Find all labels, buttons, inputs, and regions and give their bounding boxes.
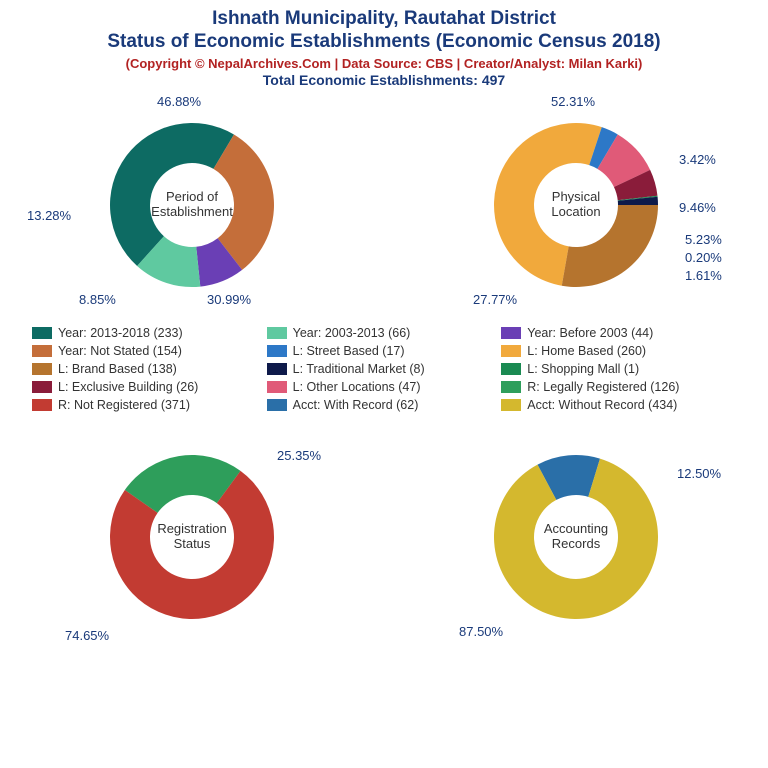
- location-slice: [562, 205, 658, 287]
- chart-period: Period ofEstablishment46.88%30.99%8.85%1…: [17, 90, 367, 320]
- legend-item: L: Home Based (260): [501, 342, 736, 360]
- legend-swatch: [501, 327, 521, 339]
- charts-row-top: Period ofEstablishment46.88%30.99%8.85%1…: [0, 90, 768, 320]
- legend-item: L: Shopping Mall (1): [501, 360, 736, 378]
- location-pct-label: 0.20%: [685, 250, 722, 265]
- legend-text: L: Other Locations (47): [293, 380, 421, 394]
- legend-text: L: Shopping Mall (1): [527, 362, 639, 376]
- location-pct-label: 1.61%: [685, 268, 722, 283]
- total-line: Total Economic Establishments: 497: [0, 72, 768, 88]
- legend-text: R: Legally Registered (126): [527, 380, 679, 394]
- chart-location: PhysicalLocation52.31%3.42%9.46%5.23%0.2…: [401, 90, 751, 320]
- legend-text: Year: Not Stated (154): [58, 344, 182, 358]
- chart-accounting: AccountingRecords12.50%87.50%: [401, 422, 751, 652]
- legend-text: Year: 2013-2018 (233): [58, 326, 183, 340]
- period-pct-label: 13.28%: [27, 208, 71, 223]
- location-pct-label: 52.31%: [551, 94, 595, 109]
- legend-text: Year: 2003-2013 (66): [293, 326, 411, 340]
- legend-text: L: Street Based (17): [293, 344, 405, 358]
- period-donut: [17, 90, 367, 320]
- legend-item: R: Not Registered (371): [32, 396, 267, 414]
- legend-swatch: [267, 345, 287, 357]
- legend-item: Acct: Without Record (434): [501, 396, 736, 414]
- location-pct-label: 5.23%: [685, 232, 722, 247]
- legend-item: Year: 2003-2013 (66): [267, 324, 502, 342]
- legend: Year: 2013-2018 (233) Year: 2003-2013 (66…: [0, 324, 768, 414]
- period-pct-label: 8.85%: [79, 292, 116, 307]
- legend-item: L: Exclusive Building (26): [32, 378, 267, 396]
- legend-swatch: [501, 345, 521, 357]
- legend-text: Acct: Without Record (434): [527, 398, 677, 412]
- legend-swatch: [267, 381, 287, 393]
- legend-text: Year: Before 2003 (44): [527, 326, 653, 340]
- location-pct-label: 3.42%: [679, 152, 716, 167]
- legend-swatch: [501, 399, 521, 411]
- legend-text: Acct: With Record (62): [293, 398, 419, 412]
- legend-swatch: [501, 381, 521, 393]
- accounting-pct-label: 12.50%: [677, 466, 721, 481]
- accounting-donut: [401, 422, 751, 652]
- legend-swatch: [32, 363, 52, 375]
- legend-swatch: [32, 345, 52, 357]
- title-line2: Status of Economic Establishments (Econo…: [0, 31, 768, 54]
- legend-item: L: Other Locations (47): [267, 378, 502, 396]
- legend-swatch: [32, 327, 52, 339]
- legend-swatch: [32, 381, 52, 393]
- subtitle: (Copyright © NepalArchives.Com | Data So…: [0, 56, 768, 71]
- legend-text: R: Not Registered (371): [58, 398, 190, 412]
- legend-text: L: Home Based (260): [527, 344, 646, 358]
- legend-swatch: [267, 363, 287, 375]
- legend-item: Year: 2013-2018 (233): [32, 324, 267, 342]
- legend-item: L: Street Based (17): [267, 342, 502, 360]
- legend-swatch: [32, 399, 52, 411]
- location-pct-label: 9.46%: [679, 200, 716, 215]
- legend-text: L: Brand Based (138): [58, 362, 177, 376]
- charts-row-bottom: RegistrationStatus25.35%74.65% Accountin…: [0, 422, 768, 652]
- legend-item: Year: Before 2003 (44): [501, 324, 736, 342]
- period-pct-label: 30.99%: [207, 292, 251, 307]
- legend-item: L: Traditional Market (8): [267, 360, 502, 378]
- legend-swatch: [501, 363, 521, 375]
- legend-swatch: [267, 399, 287, 411]
- legend-text: L: Traditional Market (8): [293, 362, 425, 376]
- legend-item: Year: Not Stated (154): [32, 342, 267, 360]
- legend-item: R: Legally Registered (126): [501, 378, 736, 396]
- legend-text: L: Exclusive Building (26): [58, 380, 198, 394]
- registration-pct-label: 74.65%: [65, 628, 109, 643]
- registration-pct-label: 25.35%: [277, 448, 321, 463]
- legend-item: Acct: With Record (62): [267, 396, 502, 414]
- accounting-pct-label: 87.50%: [459, 624, 503, 639]
- legend-swatch: [267, 327, 287, 339]
- legend-item: L: Brand Based (138): [32, 360, 267, 378]
- title-line1: Ishnath Municipality, Rautahat District: [0, 8, 768, 31]
- header: Ishnath Municipality, Rautahat District …: [0, 0, 768, 88]
- location-pct-label: 27.77%: [473, 292, 517, 307]
- period-pct-label: 46.88%: [157, 94, 201, 109]
- chart-registration: RegistrationStatus25.35%74.65%: [17, 422, 367, 652]
